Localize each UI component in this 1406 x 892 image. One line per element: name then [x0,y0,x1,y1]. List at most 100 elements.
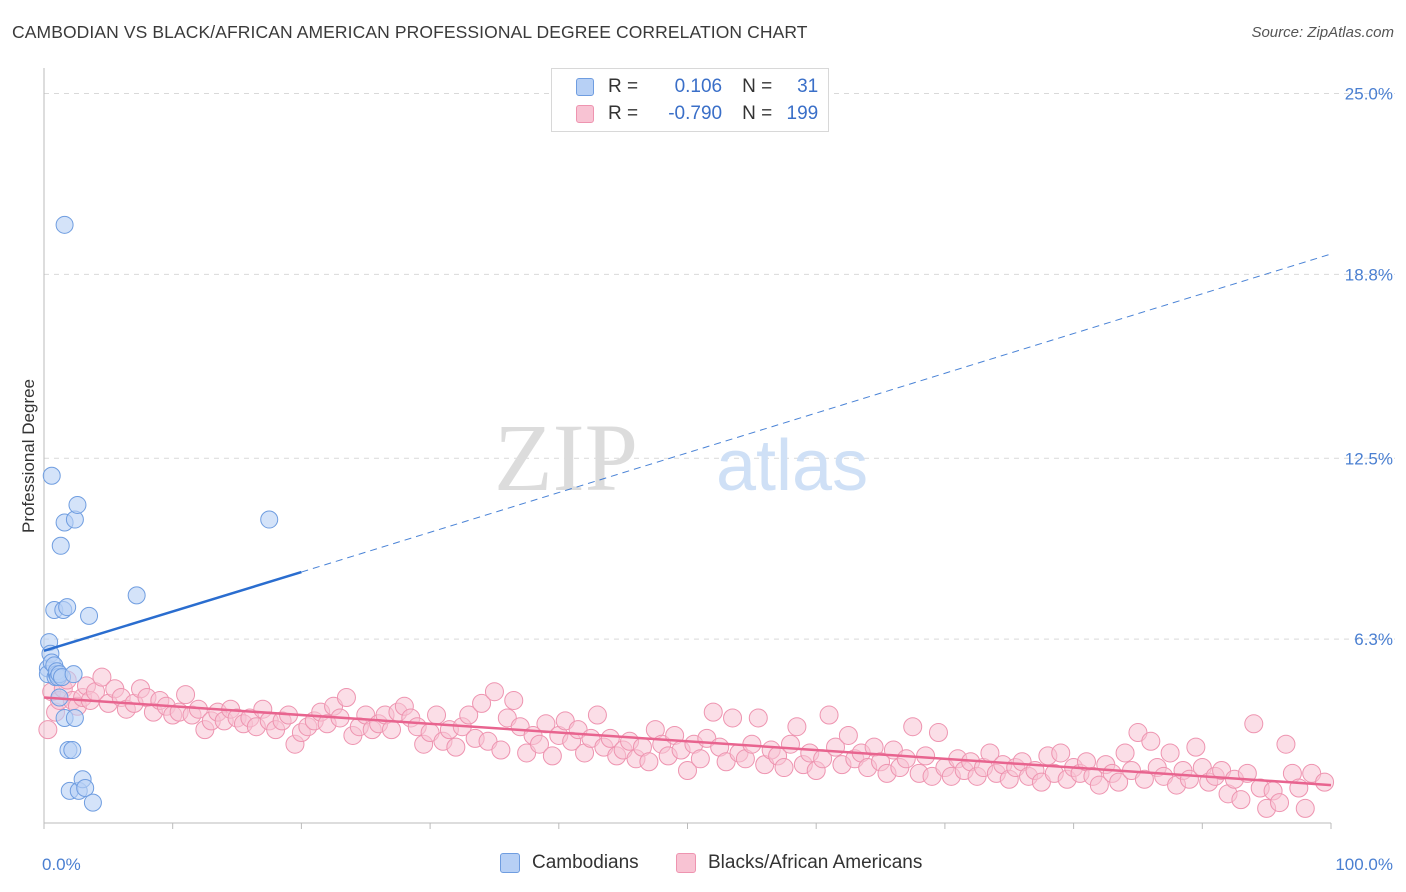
data-point-blacks [690,749,710,769]
data-point-blacks [723,708,743,728]
trend-line-cambodians [43,570,302,653]
watermark: ZIP atlas [494,404,868,511]
y-tick-label: 12.5% [1345,449,1393,468]
data-point-blacks [774,758,794,778]
y-axis-label: Professional Degree [19,379,38,533]
data-point-cambodians [63,741,82,760]
legend-label: Cambodians [532,852,639,873]
data-point-cambodians [65,510,84,529]
x-tick-labels: 0.0% 100.0% [42,855,1393,874]
data-point-blacks [176,685,196,705]
data-point-cambodians [55,215,74,234]
legend-r-label: R = [608,76,639,97]
y-tick-label: 25.0% [1345,85,1393,104]
data-point-blacks [1276,734,1296,754]
legend-item-blacks: Blacks/African Americans [676,852,922,874]
data-point-blacks [896,749,916,769]
data-point-cambodians [64,665,83,684]
data-point-blacks [504,690,524,710]
data-point-blacks [1231,790,1251,810]
data-point-cambodians [68,495,87,514]
data-point-blacks [678,760,697,780]
y-tick-label: 18.8% [1345,265,1393,284]
x-tick-label: 0.0% [42,855,81,874]
data-point-cambodians [42,466,61,485]
legend-row-blacks: R = -0.790 N = 199 [576,102,818,126]
legend-swatch-pink [676,853,696,873]
data-point-cambodians [76,778,95,797]
data-point-blacks [1141,731,1161,751]
data-point-blacks [600,728,620,748]
source-credit: Source: ZipAtlas.com [1251,24,1394,41]
watermark-atlas: atlas [716,426,868,506]
data-point-blacks [1186,737,1206,757]
trend-line-cambodians-extension [301,253,1332,573]
legend-n-value: 31 [797,76,819,97]
data-point-blacks [928,723,948,743]
data-point-cambodians [83,793,102,812]
data-point-blacks [1089,775,1109,795]
gridlines [44,93,1395,640]
data-point-blacks [787,717,807,737]
data-point-blacks [1051,743,1071,763]
watermark-zip: ZIP [494,404,638,511]
data-point-blacks [1134,769,1154,789]
legend-swatch-blue [576,78,594,96]
legend-item-cambodians: Cambodians [500,852,639,874]
data-point-blacks [1160,743,1180,763]
series-legend: Cambodians Blacks/African Americans [0,852,1406,876]
data-point-cambodians [51,536,70,555]
data-point-blacks [459,705,479,725]
data-point-blacks [1115,743,1135,763]
data-point-blacks [472,693,492,713]
data-point-blacks [427,705,447,725]
data-point-blacks [446,737,466,757]
chart-title: CAMBODIAN VS BLACK/AFRICAN AMERICAN PROF… [12,22,808,42]
legend-r-value: -0.790 [668,103,723,124]
data-point-blacks [38,720,58,740]
data-point-blacks [336,688,356,708]
data-point-blacks [381,720,401,740]
trend-lines [43,253,1332,787]
data-point-cambodians [80,606,99,625]
data-point-blacks [780,734,800,754]
trend-line-blacks [43,696,1332,787]
data-point-blacks [587,705,607,725]
y-tick-labels: 6.3% 12.5% 18.8% 25.0% [1345,85,1393,650]
series-blacks-points [38,667,1335,818]
data-point-blacks [838,725,858,745]
data-point-blacks [639,752,659,772]
data-point-blacks [1109,772,1129,792]
legend-n-value: 199 [786,103,819,124]
x-tick-label: 100.0% [1335,855,1393,874]
data-point-cambodians [58,598,77,617]
data-point-blacks [1315,772,1335,792]
y-tick-label: 6.3% [1354,630,1393,649]
legend-r-value: 0.106 [674,76,723,97]
data-point-blacks [529,734,549,754]
legend-swatch-blue [500,853,520,873]
data-point-blacks [819,705,839,725]
data-point-blacks [703,702,723,722]
data-point-blacks [1295,798,1315,818]
legend-swatch-pink [576,105,594,123]
data-point-blacks [491,740,511,760]
data-point-blacks [903,717,923,737]
legend-n-label: N = [742,76,773,97]
data-point-blacks [542,746,562,766]
data-point-cambodians [65,708,84,727]
correlation-legend: R = 0.106 N = 31 R = -0.790 N = 199 [551,68,829,132]
legend-r-label: R = [608,103,639,124]
data-point-cambodians [260,510,279,529]
data-point-blacks [748,708,768,728]
legend-label: Blacks/African Americans [708,852,923,873]
data-point-blacks [484,682,504,702]
data-point-blacks [1244,714,1264,734]
data-point-blacks [1270,793,1290,813]
series-cambodians-points [38,215,279,812]
data-point-cambodians [127,586,146,605]
legend-n-label: N = [742,103,773,124]
legend-row-cambodians: R = 0.106 N = 31 [576,75,818,99]
data-point-blacks [92,667,112,687]
